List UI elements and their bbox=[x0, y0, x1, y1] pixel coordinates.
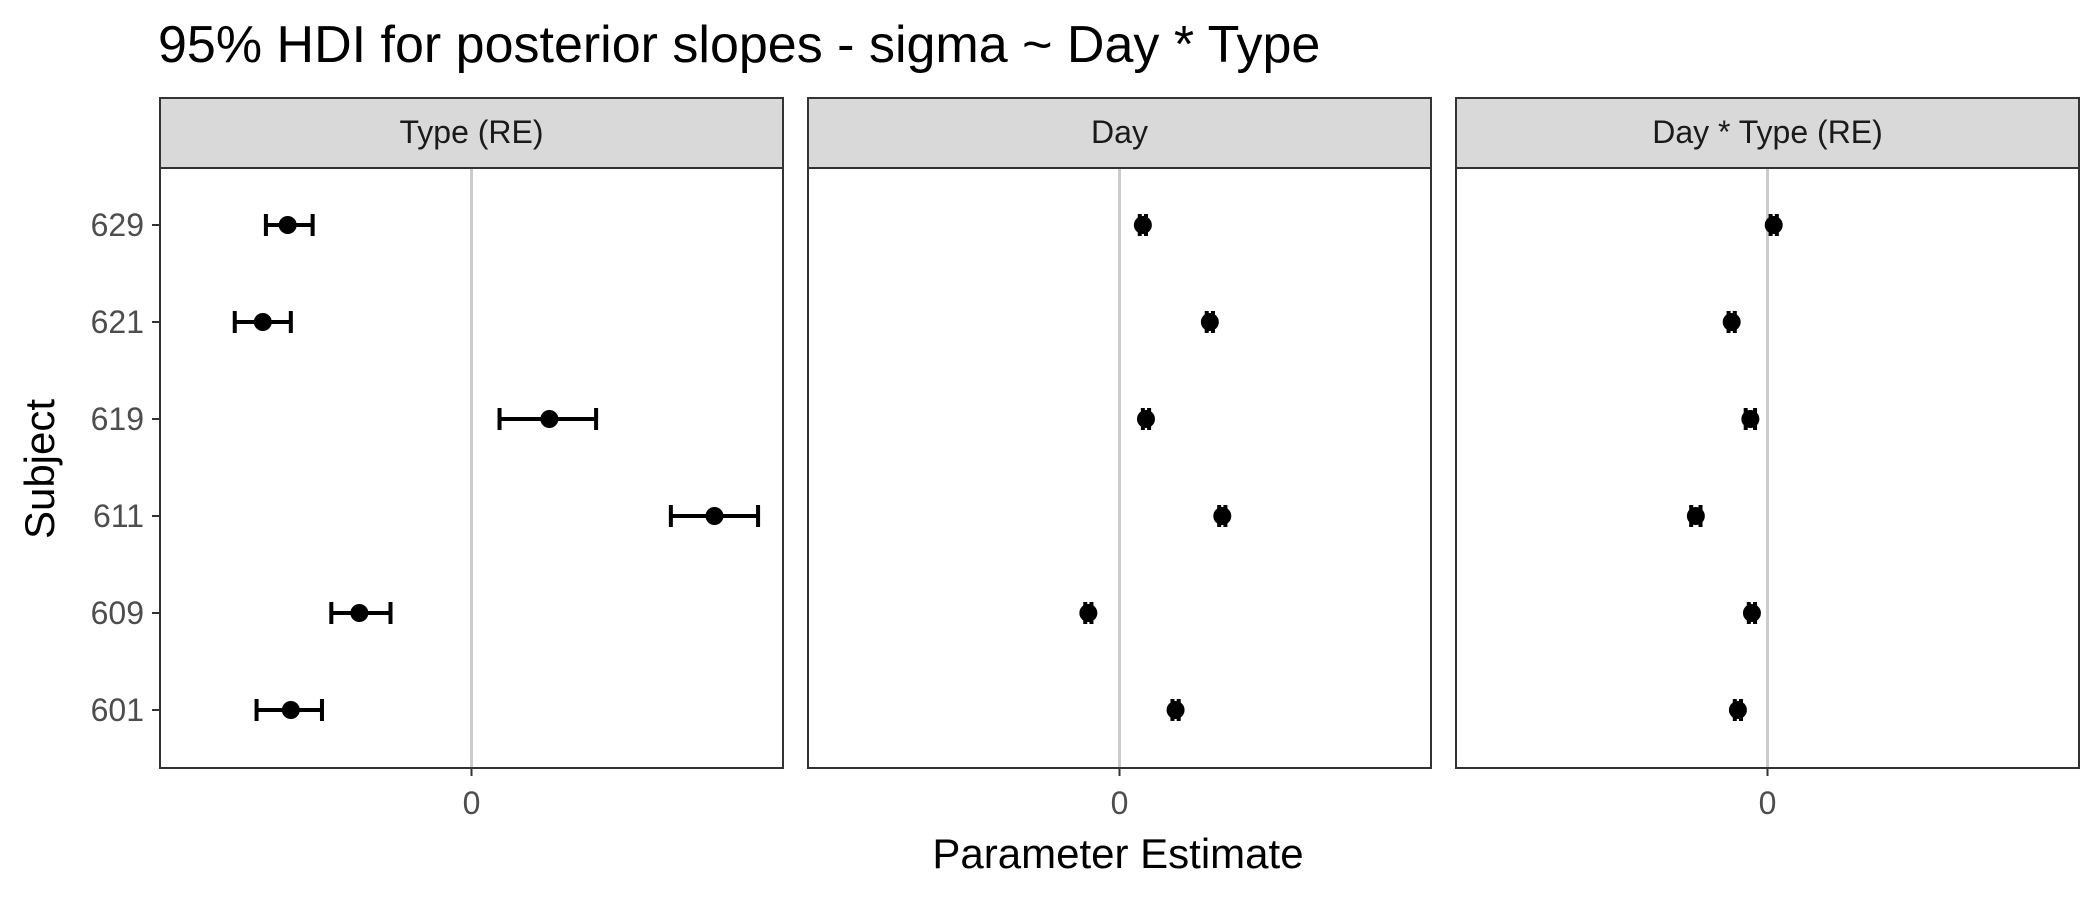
point-estimate-609 bbox=[1742, 604, 1761, 622]
point-estimate-619 bbox=[1136, 410, 1155, 428]
point-estimate-609 bbox=[1079, 604, 1098, 622]
strip-background bbox=[1455, 97, 2080, 169]
x-tick-label: 0 bbox=[1759, 785, 1777, 821]
point-estimate-621 bbox=[253, 313, 272, 331]
point-estimate-611 bbox=[1213, 507, 1232, 525]
chart-title: 95% HDI for posterior slopes - sigma ~ D… bbox=[158, 16, 1320, 74]
point-estimate-601 bbox=[1728, 701, 1747, 719]
point-estimate-619 bbox=[1741, 410, 1760, 428]
strip-label: Type (RE) bbox=[399, 114, 543, 150]
panel-type-re: Type (RE) 0 bbox=[159, 97, 784, 821]
y-tick-label-629: 629 bbox=[91, 207, 144, 243]
point-estimate-609 bbox=[350, 604, 369, 622]
point-estimate-629 bbox=[1133, 216, 1152, 234]
strip-label: Day * Type (RE) bbox=[1652, 114, 1883, 150]
y-tick-label-621: 621 bbox=[91, 304, 144, 340]
y-axis-title: Subject bbox=[16, 399, 63, 539]
point-estimate-601 bbox=[281, 701, 300, 719]
point-estimate-629 bbox=[278, 216, 297, 234]
y-tick-label-611: 611 bbox=[93, 498, 144, 534]
point-estimate-619 bbox=[540, 410, 559, 428]
y-tick-label-619: 619 bbox=[91, 401, 144, 437]
point-estimate-629 bbox=[1764, 216, 1783, 234]
point-estimate-611 bbox=[705, 507, 724, 525]
x-axis-title: Parameter Estimate bbox=[932, 830, 1303, 877]
panel-day: Day 0 bbox=[807, 97, 1432, 821]
point-estimate-621 bbox=[1722, 313, 1741, 331]
panel-day-type-re: Day * Type (RE) 0 bbox=[1455, 97, 2080, 821]
strip-background bbox=[807, 97, 1432, 169]
point-estimate-601 bbox=[1166, 701, 1185, 719]
strip-label: Day bbox=[1091, 114, 1148, 150]
point-estimate-621 bbox=[1200, 313, 1219, 331]
x-tick-label: 0 bbox=[1111, 785, 1129, 821]
strip-background bbox=[159, 97, 784, 169]
y-tick-label-601: 601 bbox=[91, 692, 144, 728]
x-tick-label: 0 bbox=[463, 785, 481, 821]
y-axis-ticks: 629 621 619 611 609 601 bbox=[91, 207, 160, 728]
point-estimate-611 bbox=[1686, 507, 1705, 525]
y-tick-label-609: 609 bbox=[91, 595, 144, 631]
facet-panels: Type (RE) 0 Day 0 Day * Type (RE) 0 bbox=[159, 97, 2080, 821]
